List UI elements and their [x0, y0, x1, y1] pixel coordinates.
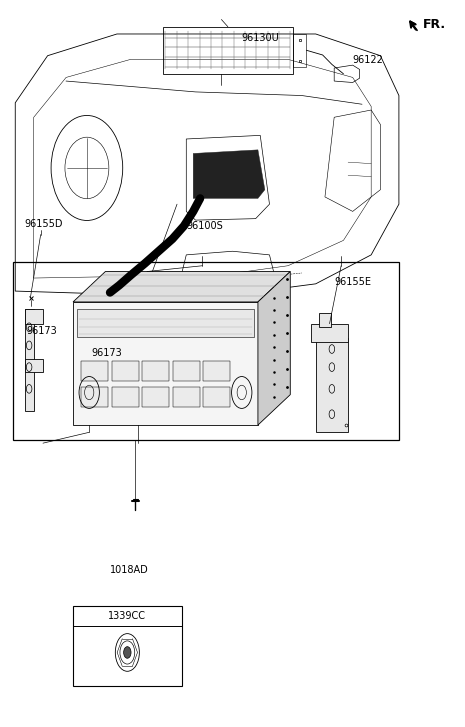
Bar — [81, 387, 108, 407]
Text: 96122: 96122 — [352, 55, 384, 65]
Bar — [13, 262, 399, 440]
Bar — [203, 387, 230, 407]
Text: 96155E: 96155E — [334, 278, 371, 287]
Bar — [316, 338, 348, 433]
Circle shape — [124, 647, 131, 658]
Bar — [81, 361, 108, 381]
Bar — [73, 606, 182, 686]
Polygon shape — [73, 271, 290, 302]
Bar — [142, 361, 169, 381]
Bar — [73, 302, 258, 425]
Bar — [112, 387, 139, 407]
Text: 96173: 96173 — [27, 326, 58, 336]
Bar — [25, 359, 43, 372]
Bar — [292, 34, 306, 67]
Polygon shape — [258, 271, 290, 425]
Polygon shape — [193, 150, 265, 198]
Text: 96130U: 96130U — [242, 33, 279, 44]
Text: 96155D: 96155D — [25, 219, 63, 229]
Bar — [112, 361, 139, 381]
Bar — [25, 309, 43, 324]
Bar — [142, 387, 169, 407]
Bar — [25, 309, 34, 411]
Bar — [311, 324, 348, 342]
Text: 1339CC: 1339CC — [108, 611, 146, 622]
Text: 96100S: 96100S — [186, 221, 223, 231]
Text: 1018AD: 1018AD — [110, 565, 149, 575]
Bar — [203, 361, 230, 381]
Bar — [173, 387, 199, 407]
Text: FR.: FR. — [423, 18, 446, 31]
Bar — [173, 361, 199, 381]
Text: 96173: 96173 — [92, 348, 122, 358]
Bar — [319, 313, 331, 327]
Bar — [163, 27, 292, 74]
Bar — [77, 309, 254, 337]
Text: 96140W: 96140W — [103, 303, 143, 313]
